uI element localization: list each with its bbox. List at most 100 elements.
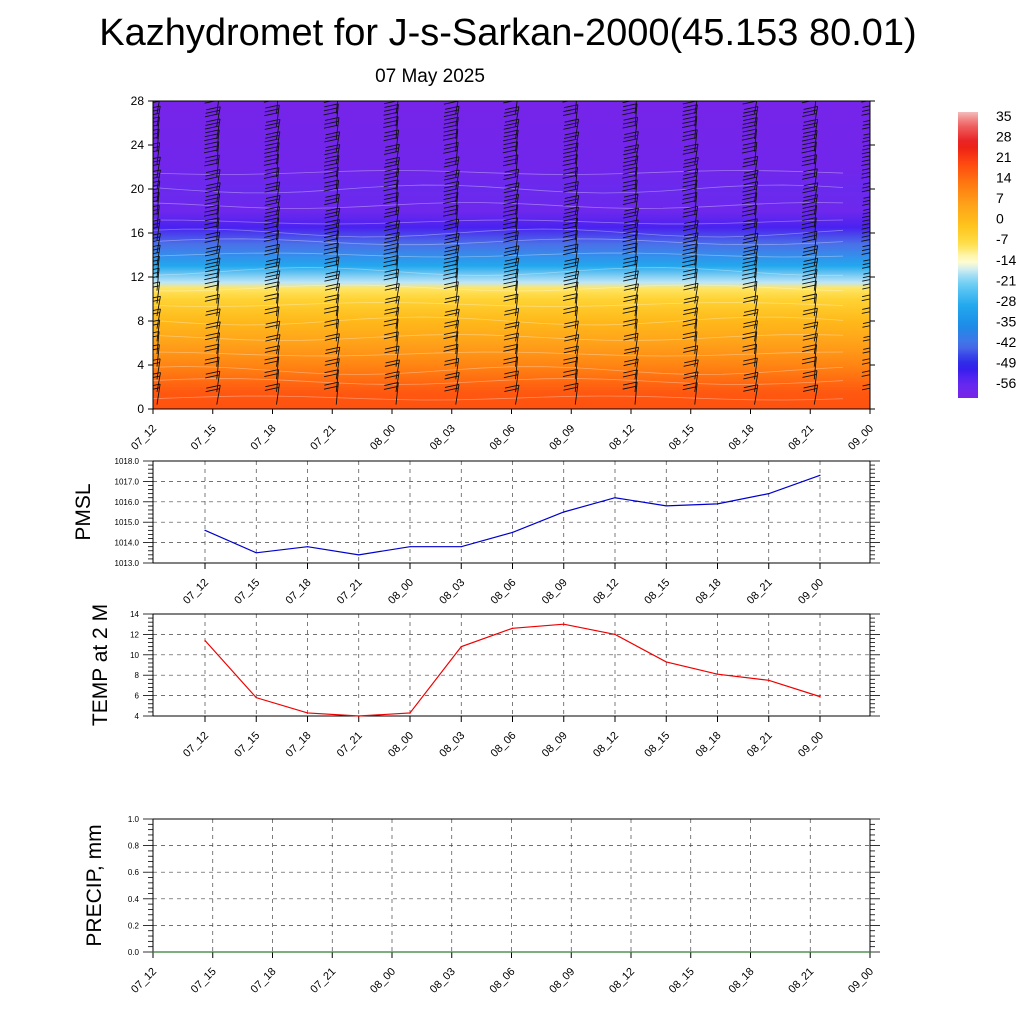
wind-barb-feather — [862, 140, 870, 143]
wind-barb — [395, 283, 400, 304]
wind-barb-feather — [383, 120, 398, 124]
wind-barb — [754, 331, 758, 355]
wind-barb — [634, 103, 638, 127]
wind-barb-feather — [324, 234, 339, 239]
wind-barb — [216, 257, 221, 279]
x-tick-label: 08_09 — [540, 730, 570, 760]
wind-barb-feather — [682, 115, 697, 120]
wind-barb — [754, 372, 759, 393]
wind-barb — [515, 141, 519, 165]
x-tick-label: 07_21 — [335, 730, 365, 760]
y-tick-label: 6 — [135, 692, 140, 701]
wind-barb-feather — [264, 171, 279, 175]
wind-barb — [216, 308, 221, 329]
wind-barb-feather — [563, 360, 578, 365]
wind-barb-feather — [563, 170, 578, 175]
wind-barb-feather — [683, 172, 698, 176]
wind-barb — [574, 206, 579, 228]
wind-barb — [455, 205, 459, 228]
wind-barb — [216, 118, 221, 140]
wind-barb-feather — [861, 370, 870, 373]
wind-barb-feather — [622, 124, 637, 129]
wind-barb-feather — [563, 91, 577, 94]
data-point — [570, 951, 572, 953]
x-tick-label: 08_18 — [694, 577, 724, 607]
wind-barb-feather — [443, 196, 458, 200]
wind-barb-feather — [742, 335, 757, 340]
wind-barb-feather — [204, 204, 220, 209]
wind-barb — [156, 308, 161, 329]
y-axis-label: TEMP at 2 M — [89, 604, 112, 726]
colorbar-label: 7 — [996, 190, 1004, 206]
wind-barb-feather — [205, 96, 219, 99]
wind-barb — [216, 141, 220, 165]
y-tick-label: 0.6 — [128, 868, 140, 877]
wind-barb-feather — [623, 159, 638, 164]
wind-barb-feather — [383, 124, 398, 128]
wind-barb — [634, 283, 639, 304]
wind-barb-feather — [383, 111, 398, 116]
wind-barb-feather — [682, 227, 698, 232]
wind-barb-feather — [204, 125, 219, 130]
wind-barb-feather — [153, 128, 160, 131]
wind-barb — [335, 219, 340, 241]
wind-barb-feather — [742, 145, 757, 150]
wind-barb-feather — [443, 163, 458, 168]
wind-barb — [874, 119, 877, 139]
wind-barb-feather — [324, 151, 339, 156]
wind-barb — [634, 294, 639, 317]
wind-barb-feather — [742, 222, 757, 227]
wind-barb-feather — [862, 307, 870, 310]
wind-barb-feather — [802, 373, 817, 378]
wind-barb-feather — [443, 331, 458, 336]
x-tick-label: 08_18 — [694, 730, 724, 760]
wind-barb-feather — [801, 145, 817, 150]
y-tick-label: 0.8 — [128, 842, 140, 851]
wind-barb — [395, 179, 399, 203]
wind-barb-feather — [204, 284, 219, 289]
wind-barb — [634, 369, 638, 392]
wind-barb — [634, 382, 638, 405]
wind-barb-feather — [861, 163, 870, 167]
wind-barb-feather — [742, 101, 757, 105]
wind-barb-feather — [862, 358, 870, 361]
y-tick-label: 14 — [130, 610, 139, 619]
wind-barb-feather — [801, 162, 816, 167]
wind-barb-feather — [153, 124, 159, 127]
wind-barb — [335, 167, 339, 190]
colorbar-label: 0 — [996, 211, 1004, 227]
wind-barb — [216, 182, 221, 203]
wind-barb-feather — [802, 272, 817, 277]
wind-barb-feather — [682, 112, 697, 116]
wind-barb-feather — [264, 83, 278, 86]
wind-barb — [455, 192, 459, 215]
wind-barb-feather — [504, 129, 519, 134]
colorbar-label: -42 — [996, 334, 1016, 350]
wind-barb — [156, 192, 160, 215]
wind-barb-feather — [682, 386, 697, 391]
wind-barb — [216, 268, 220, 291]
wind-barb — [156, 268, 160, 291]
wind-barb-feather — [503, 208, 518, 213]
wind-barb — [694, 382, 698, 405]
wind-barb — [335, 131, 341, 152]
wind-barb-feather — [204, 264, 219, 269]
wind-barb-feather — [861, 362, 870, 365]
wind-barb — [813, 321, 819, 342]
wind-barb-feather — [861, 171, 870, 175]
wind-barb-feather — [861, 159, 870, 163]
wind-barb — [813, 168, 818, 190]
wind-barb — [634, 347, 639, 367]
wind-barb — [694, 101, 698, 114]
wind-barb-feather — [264, 95, 278, 98]
wind-barb — [395, 318, 399, 342]
wind-barb — [276, 356, 280, 380]
wind-barb-feather — [862, 287, 870, 290]
wind-barb — [156, 219, 161, 241]
wind-barb-feather — [743, 181, 758, 186]
wind-barb-feather — [384, 382, 399, 386]
wind-barb — [395, 359, 400, 380]
wind-barb-feather — [622, 238, 637, 243]
wind-barb — [813, 130, 818, 152]
wind-barb-feather — [622, 381, 638, 386]
